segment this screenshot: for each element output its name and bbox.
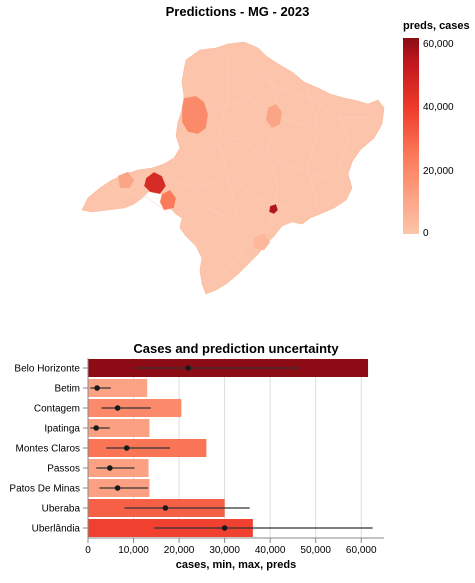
state-map-svg [81,41,385,295]
legend-tick-label: 20,000 [423,166,454,177]
prediction-point [93,425,99,431]
y-tick-label: Belo Horizonte [14,364,80,375]
choropleth-map [78,38,388,298]
prediction-point [185,365,191,371]
legend-title: preds, cases [403,20,470,32]
legend-gradient [403,38,419,234]
legend-tick-label: 40,000 [423,102,454,113]
y-tick-label: Uberaba [42,504,81,515]
legend-tick-label: 60,000 [423,39,454,50]
y-tick-label: Patos De Minas [9,484,80,495]
uncertainty-bar-chart: Belo Horizonte Betim Contagem Ipatinga Monte… [0,355,475,578]
y-tick-label: Betim [54,384,80,395]
x-tick-label: 0 [85,545,91,556]
y-tick-label: Uberlândia [32,524,81,535]
chart-title: Cases and prediction uncertainty [133,341,339,356]
region-montes-claros [181,95,209,135]
prediction-point [114,405,121,411]
region-northeast [265,103,283,129]
region-triangulo-west [117,171,135,189]
prediction-point [94,385,100,391]
y-tick-label: Contagem [34,404,80,415]
x-axis-label: cases, min, max, preds [176,559,296,571]
x-tick-label: 30,000 [209,545,240,556]
color-legend: preds, cases 60,000 40,000 20,000 0 [403,20,475,250]
map-title: Predictions - MG - 2023 [165,4,310,19]
prediction-point [123,445,130,451]
prediction-point [221,525,228,531]
x-tick-label: 40,000 [255,545,286,556]
y-tick-label: Passos [47,464,80,475]
bar-chart-svg: Belo Horizonte Betim Contagem Ipatinga Monte… [9,358,384,571]
bar [88,419,150,437]
x-tick-label: 50,000 [300,545,331,556]
region-south [253,233,271,251]
state-shape [81,41,385,295]
y-tick-label: Montes Claros [16,444,80,455]
bar [88,379,148,397]
y-tick-label: Ipatinga [44,424,80,435]
prediction-point [114,485,121,491]
x-tick-label: 20,000 [164,545,195,556]
region-uberaba [159,189,177,211]
legend-tick-label: 0 [423,228,429,239]
prediction-point [107,465,113,471]
prediction-point [162,505,169,511]
region-belo-horizonte [268,203,279,215]
region-uberlandia [143,171,167,195]
x-tick-label: 60,000 [346,545,377,556]
x-tick-label: 10,000 [118,545,149,556]
